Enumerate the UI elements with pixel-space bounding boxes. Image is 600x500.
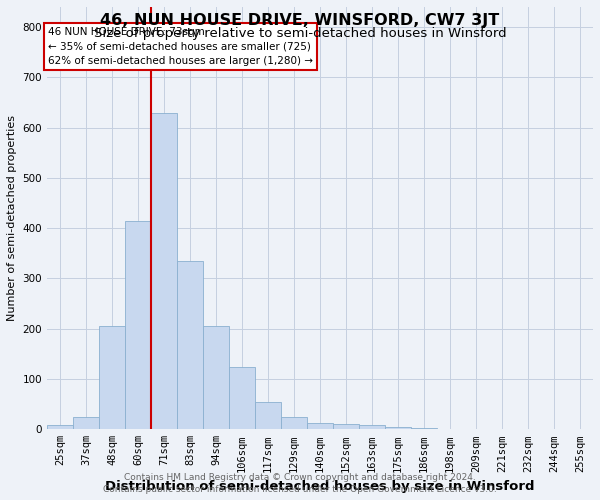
Text: Contains HM Land Registry data © Crown copyright and database right 2024.
Contai: Contains HM Land Registry data © Crown c… (103, 472, 497, 494)
Bar (47, 426, 73, 430)
Bar (411, 428, 437, 430)
Bar (151, 112, 177, 430)
Bar (99, 326, 125, 430)
Text: Size of property relative to semi-detached houses in Winsford: Size of property relative to semi-detach… (94, 28, 506, 40)
Bar (255, 402, 281, 429)
Text: 46 NUN HOUSE DRIVE: 73sqm
← 35% of semi-detached houses are smaller (725)
62% of: 46 NUN HOUSE DRIVE: 73sqm ← 35% of semi-… (48, 27, 313, 66)
Text: 46, NUN HOUSE DRIVE, WINSFORD, CW7 3JT: 46, NUN HOUSE DRIVE, WINSFORD, CW7 3JT (100, 12, 500, 28)
Bar (125, 220, 151, 430)
X-axis label: Distribution of semi-detached houses by size in Winsford: Distribution of semi-detached houses by … (105, 480, 535, 493)
Bar (333, 424, 359, 430)
Bar (177, 261, 203, 430)
Bar (203, 326, 229, 430)
Bar (437, 429, 463, 430)
Bar (73, 417, 99, 430)
Y-axis label: Number of semi-detached properties: Number of semi-detached properties (7, 115, 17, 321)
Bar (359, 426, 385, 430)
Bar (281, 417, 307, 430)
Bar (307, 423, 333, 430)
Bar (385, 427, 411, 430)
Bar (229, 366, 255, 430)
